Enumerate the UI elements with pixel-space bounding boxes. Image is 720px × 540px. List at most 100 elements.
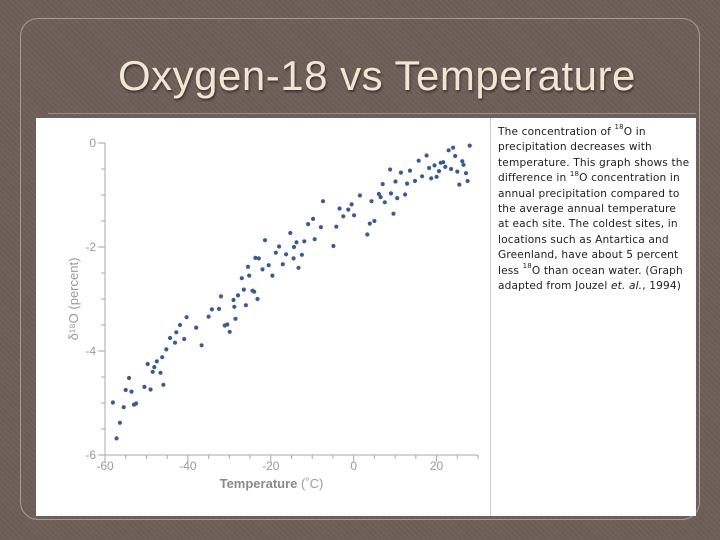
data-point bbox=[341, 214, 346, 219]
slide-frame bbox=[20, 18, 700, 520]
caption-part: O than ocean water. (Graph adapted from … bbox=[498, 264, 683, 293]
caption-superscript: 18 bbox=[569, 169, 580, 178]
data-point bbox=[233, 316, 238, 321]
data-point bbox=[302, 239, 307, 244]
data-point bbox=[247, 273, 252, 278]
data-point bbox=[349, 202, 354, 207]
data-point bbox=[320, 199, 326, 204]
data-point bbox=[365, 232, 370, 237]
chart-labels: 0 -2 -4 -6-60 -40 -20 0 20 Temperature (˚C) δ¹⁸O … bbox=[66, 136, 444, 491]
data-point bbox=[158, 370, 163, 375]
data-point bbox=[266, 263, 271, 268]
y-tick-label: 0 bbox=[89, 136, 96, 150]
data-point bbox=[461, 162, 466, 167]
data-point bbox=[443, 164, 448, 169]
chart-points bbox=[110, 143, 472, 441]
data-point bbox=[446, 148, 451, 153]
data-point bbox=[145, 361, 150, 367]
data-point bbox=[256, 256, 261, 261]
data-point bbox=[346, 207, 351, 212]
data-point bbox=[148, 387, 153, 392]
data-point bbox=[296, 265, 301, 270]
data-point bbox=[231, 297, 236, 303]
data-point bbox=[380, 182, 385, 187]
data-point bbox=[218, 294, 224, 299]
data-point bbox=[288, 230, 293, 236]
data-point bbox=[403, 192, 408, 197]
x-axis-title: Temperature (˚C) bbox=[220, 476, 324, 491]
data-point bbox=[260, 267, 265, 272]
caption-part: O concentration in annual precipitation … bbox=[498, 172, 680, 277]
x-tick-label: -20 bbox=[262, 459, 280, 473]
data-point bbox=[369, 199, 374, 204]
y-tick-label: -4 bbox=[85, 344, 96, 358]
x-axis-unit: (˚C) bbox=[297, 476, 323, 491]
x-tick-label: 20 bbox=[430, 459, 444, 473]
data-point bbox=[420, 174, 425, 179]
data-point bbox=[391, 211, 396, 216]
caption-part: The concentration of bbox=[498, 126, 615, 138]
data-point bbox=[395, 196, 400, 201]
data-point bbox=[209, 307, 214, 312]
data-point bbox=[174, 330, 179, 335]
data-point bbox=[206, 314, 211, 319]
data-point bbox=[405, 181, 410, 186]
data-point bbox=[194, 325, 199, 330]
data-point bbox=[161, 382, 166, 387]
data-point bbox=[318, 225, 323, 230]
data-point bbox=[270, 273, 275, 278]
data-point bbox=[142, 384, 147, 389]
data-point bbox=[184, 315, 189, 320]
data-point bbox=[407, 168, 413, 173]
data-point bbox=[388, 167, 393, 172]
data-point bbox=[129, 389, 134, 394]
data-point bbox=[150, 369, 155, 374]
data-point bbox=[227, 329, 232, 334]
data-point bbox=[253, 255, 258, 260]
data-point bbox=[177, 322, 183, 328]
data-point bbox=[352, 213, 357, 218]
x-tick-label: -60 bbox=[96, 459, 114, 473]
data-point bbox=[277, 244, 282, 249]
data-point bbox=[416, 158, 421, 163]
y-tick-label: -6 bbox=[85, 448, 96, 462]
data-point bbox=[438, 160, 443, 165]
data-point bbox=[110, 400, 115, 405]
data-point bbox=[291, 244, 297, 250]
y-tick-label: -2 bbox=[85, 240, 96, 254]
data-point bbox=[245, 264, 251, 269]
data-point bbox=[117, 420, 122, 425]
x-axis-label: Temperature bbox=[220, 476, 298, 491]
data-point bbox=[291, 256, 296, 261]
data-point bbox=[367, 221, 372, 226]
caption-part: , 1994) bbox=[642, 280, 682, 293]
data-point bbox=[235, 293, 241, 298]
data-point bbox=[273, 250, 278, 255]
data-point bbox=[429, 176, 434, 181]
data-point bbox=[432, 163, 437, 168]
data-point bbox=[312, 237, 317, 242]
data-point bbox=[299, 252, 304, 257]
caption-text: The concentration of 18O in precipitatio… bbox=[498, 124, 690, 294]
data-point bbox=[393, 179, 398, 184]
data-point bbox=[114, 436, 119, 441]
data-point bbox=[255, 296, 260, 302]
data-point bbox=[463, 171, 469, 176]
data-point bbox=[216, 306, 222, 311]
data-point bbox=[154, 359, 159, 364]
data-point bbox=[280, 262, 285, 267]
data-point bbox=[306, 222, 311, 227]
y-axis-title: δ¹⁸O (percent) bbox=[66, 258, 81, 341]
panel-divider bbox=[490, 118, 491, 516]
data-point bbox=[262, 238, 268, 243]
chart-axes bbox=[98, 142, 479, 462]
data-point bbox=[331, 243, 336, 249]
data-point bbox=[457, 182, 462, 187]
data-point bbox=[284, 252, 289, 257]
data-point bbox=[182, 336, 187, 342]
data-point bbox=[222, 323, 227, 328]
data-point bbox=[160, 355, 165, 360]
data-point bbox=[382, 200, 387, 205]
data-point bbox=[172, 340, 178, 345]
